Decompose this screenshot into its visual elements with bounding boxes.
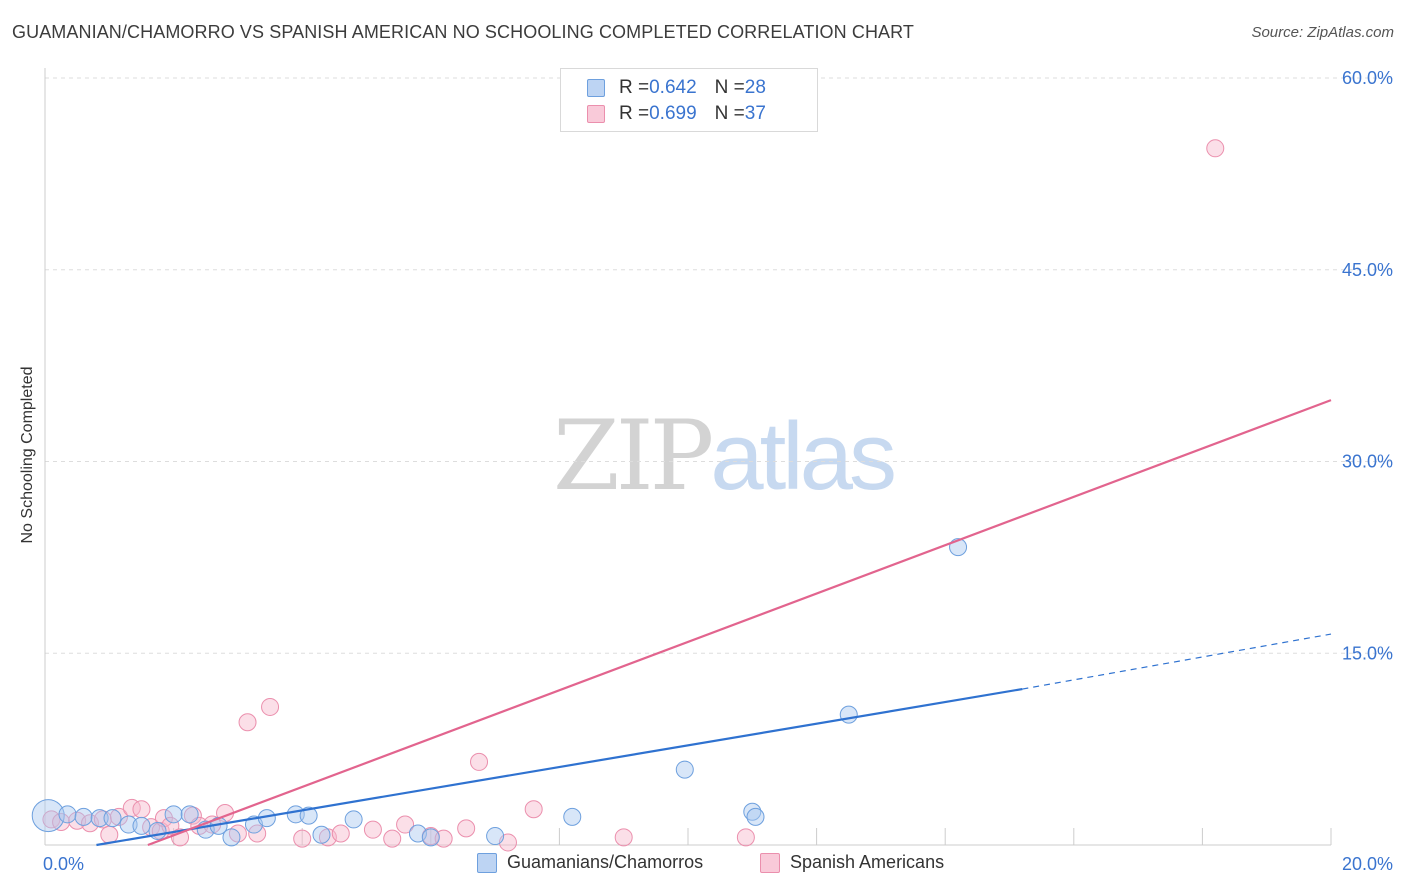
watermark-zip: ZIP <box>553 400 714 512</box>
data-point-guamanian <box>119 815 138 834</box>
bottom-legend-swatch-blue <box>477 852 497 873</box>
data-point-spanish <box>396 815 415 834</box>
data-point-guamanian <box>675 760 694 779</box>
legend-r-label: R = <box>619 77 650 98</box>
y-tick-label: 60.0% <box>1342 68 1393 88</box>
watermark-atlas: atlas <box>710 403 897 510</box>
data-point-spanish <box>736 828 755 847</box>
trend-line-spanish <box>147 399 1332 847</box>
y-tick-label: 45.0% <box>1342 260 1393 280</box>
data-point-spanish <box>293 829 312 848</box>
series-spanish-americans <box>42 139 1225 852</box>
data-point-spanish <box>470 752 489 771</box>
data-point-spanish <box>238 713 257 732</box>
y-tick-label: 30.0% <box>1342 452 1393 472</box>
stats-legend: R = 0.642 N = 28 R = 0.699 N = 37 <box>560 68 818 132</box>
data-point-spanish <box>171 828 190 847</box>
x-tick-label: 20.0% <box>1342 854 1393 874</box>
data-point-guamanian <box>31 799 65 833</box>
data-point-guamanian <box>486 827 505 846</box>
bottom-legend-label: Guamanians/Chamorros <box>507 852 704 872</box>
legend-row-guamanians: R = 0.642 N = 28 <box>587 76 766 100</box>
legend-r-label: R = <box>619 103 650 124</box>
legend-n-value: 28 <box>744 77 766 98</box>
bottom-legend-guamanians: Guamanians/Chamorros <box>477 852 703 873</box>
data-point-spanish <box>457 819 476 838</box>
data-point-guamanian <box>103 809 122 828</box>
legend-n-label: N = <box>714 77 745 98</box>
bottom-legend-swatch-pink <box>760 852 780 873</box>
legend-swatch-pink <box>587 105 605 123</box>
data-point-spanish <box>524 800 543 819</box>
data-point-guamanian <box>421 828 440 847</box>
grid <box>45 77 1392 654</box>
data-point-guamanian <box>344 810 363 829</box>
axes <box>44 68 1332 846</box>
trend-lines <box>96 399 1332 847</box>
data-point-spanish <box>261 697 280 716</box>
source-label: Source: ZipAtlas.com <box>1251 24 1394 41</box>
bottom-legend-label: Spanish Americans <box>790 852 945 872</box>
chart-title: GUAMANIAN/CHAMORRO VS SPANISH AMERICAN N… <box>12 22 915 42</box>
data-point-spanish <box>383 829 402 848</box>
legend-row-spanish: R = 0.699 N = 37 <box>587 102 766 126</box>
trend-extension-guamanians <box>1022 633 1332 690</box>
data-point-guamanian <box>164 805 183 824</box>
legend-r-value: 0.642 <box>649 77 697 98</box>
legend-r-value: 0.699 <box>649 103 697 124</box>
data-point-guamanian <box>180 805 199 824</box>
data-point-spanish <box>614 828 633 847</box>
data-point-guamanian <box>743 802 762 821</box>
data-point-guamanian <box>222 828 241 847</box>
tick-labels: 15.0% 30.0% 45.0% 60.0% 0.0% 20.0% <box>43 68 1393 874</box>
data-point-spanish <box>52 812 71 831</box>
legend-swatch-blue <box>587 79 605 97</box>
data-point-spanish <box>331 824 350 843</box>
data-point-guamanian <box>839 705 858 724</box>
data-point-spanish <box>1206 139 1225 158</box>
data-point-guamanian <box>148 821 167 840</box>
trend-line-guamanians <box>96 687 1023 847</box>
x-tick-label: 0.0% <box>43 854 84 874</box>
data-point-spanish <box>363 820 382 839</box>
bottom-legend-spanish: Spanish Americans <box>760 852 944 873</box>
legend-n-label: N = <box>714 103 745 124</box>
data-point-guamanian <box>563 807 582 826</box>
data-point-guamanian <box>299 806 318 825</box>
data-point-spanish <box>132 800 151 819</box>
data-point-guamanian <box>312 825 331 844</box>
data-point-guamanian <box>90 809 109 828</box>
data-point-guamanian <box>74 807 93 826</box>
legend-n-value: 37 <box>744 103 766 124</box>
data-point-spanish <box>109 807 128 826</box>
y-tick-label: 15.0% <box>1342 643 1393 663</box>
data-point-guamanian <box>746 807 765 826</box>
data-point-guamanian <box>58 805 77 824</box>
series-guamanians-chamorros <box>31 538 968 847</box>
watermark: ZIPatlas <box>553 400 897 512</box>
data-point-guamanian <box>132 816 151 835</box>
data-point-spanish <box>434 829 453 848</box>
